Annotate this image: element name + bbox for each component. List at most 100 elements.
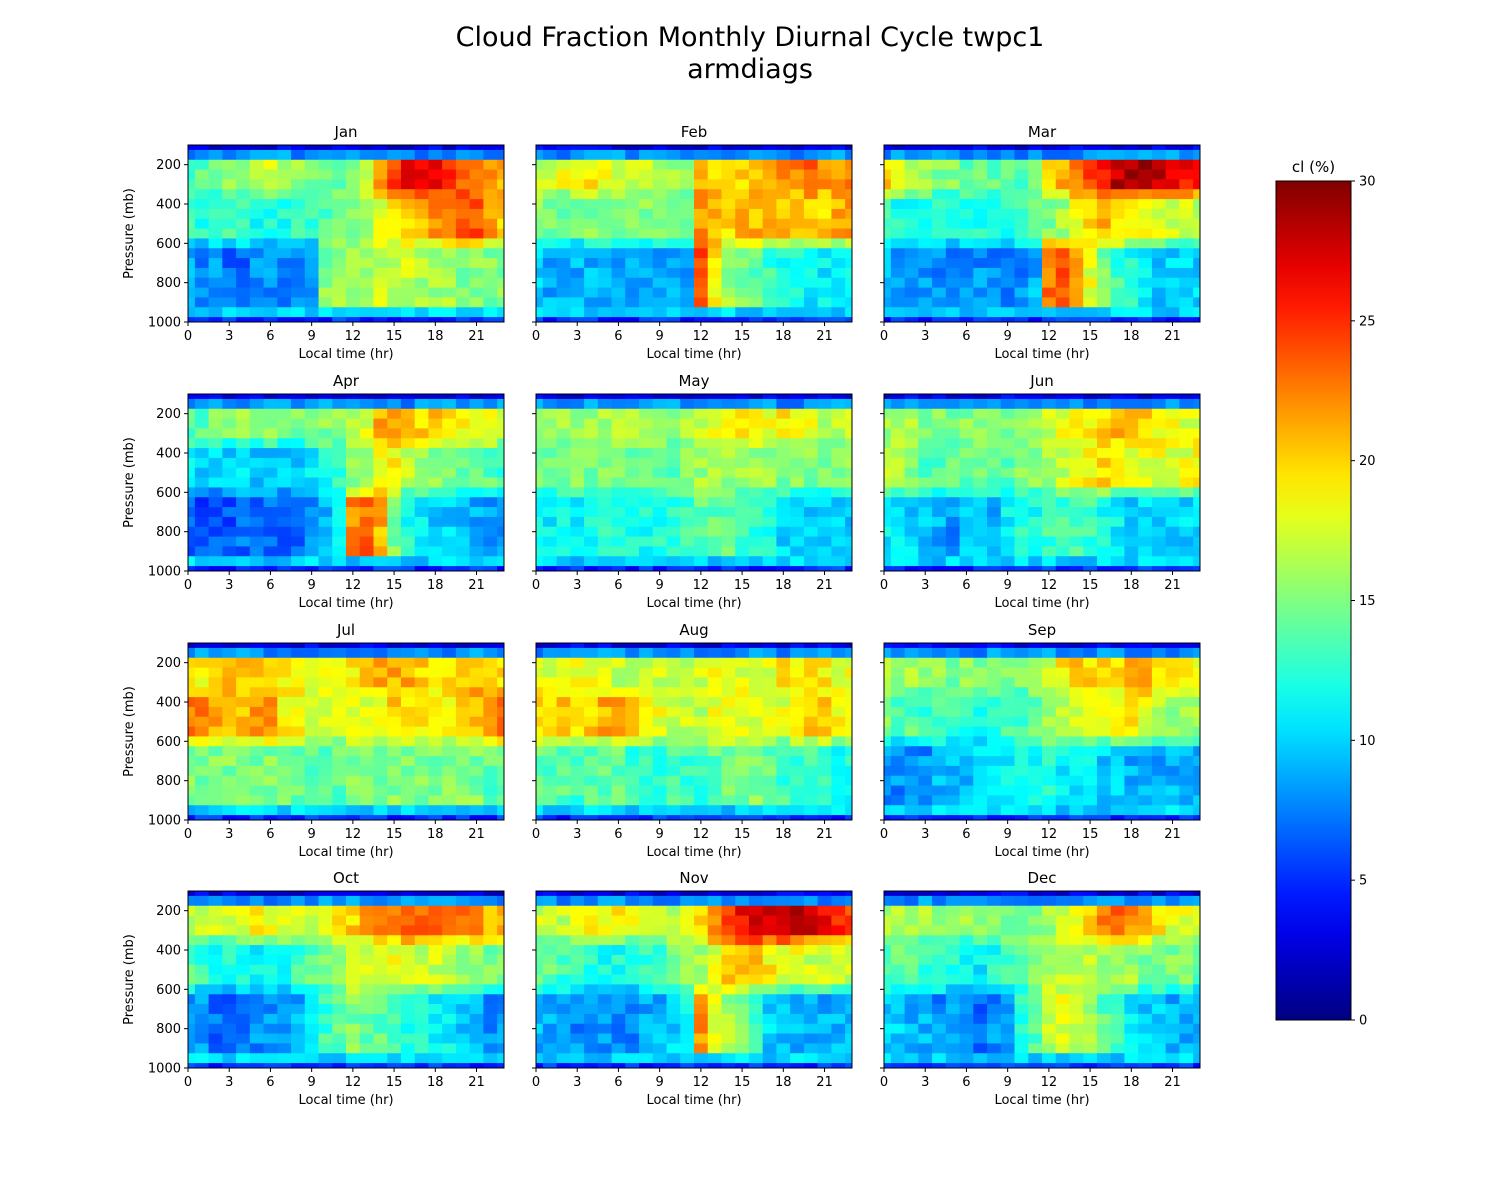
- heatmap-cell: [1028, 398, 1043, 410]
- heatmap-cell: [556, 317, 571, 322]
- heatmap-cell: [1179, 408, 1194, 420]
- heatmap-cell: [373, 945, 388, 956]
- heatmap-cell: [455, 687, 471, 698]
- heatmap-cell: [304, 149, 320, 161]
- heatmap-cell: [1083, 394, 1098, 400]
- heatmap-cell: [1165, 756, 1180, 767]
- heatmap-cell: [277, 915, 292, 927]
- heatmap-cell: [332, 667, 347, 679]
- heatmap-cell: [536, 1063, 544, 1068]
- heatmap-cell: [890, 697, 906, 708]
- heatmap-cell: [318, 267, 333, 279]
- heatmap-cell: [570, 169, 585, 181]
- heatmap-cell: [597, 428, 613, 439]
- y-tick-label: 400: [156, 447, 181, 462]
- heatmap-cell: [556, 1043, 571, 1054]
- heatmap-cell: [1083, 795, 1098, 806]
- x-tick-label: 9: [656, 329, 664, 344]
- heatmap-cell: [249, 238, 265, 249]
- heatmap-cell: [680, 297, 695, 308]
- heatmap-cell: [1096, 815, 1112, 820]
- heatmap-cell: [639, 556, 654, 567]
- heatmap-cell: [1193, 805, 1200, 816]
- heatmap-cell: [932, 297, 947, 308]
- heatmap-cell: [483, 149, 498, 161]
- heatmap-cell: [263, 149, 278, 161]
- heatmap-cell: [1069, 179, 1084, 190]
- heatmap-cell: [442, 267, 457, 279]
- heatmap-cell: [1096, 526, 1112, 538]
- heatmap-cell: [536, 258, 544, 269]
- heatmap-cell: [1096, 428, 1112, 439]
- heatmap-cell: [428, 398, 443, 410]
- heatmap-cell: [536, 218, 544, 230]
- heatmap-cell: [1096, 546, 1112, 557]
- heatmap-cell: [959, 277, 974, 289]
- heatmap-cell: [1083, 546, 1098, 557]
- heatmap-cell: [497, 647, 504, 659]
- heatmap-cell: [776, 497, 791, 508]
- heatmap-cell: [1179, 795, 1194, 806]
- heatmap-cell: [346, 307, 361, 318]
- heatmap-cell: [318, 964, 333, 976]
- heatmap-cell: [918, 746, 933, 757]
- heatmap-cell: [803, 536, 819, 548]
- heatmap-cell: [1096, 297, 1112, 308]
- heatmap-cell: [400, 994, 416, 1005]
- heatmap-cell: [208, 795, 223, 806]
- heatmap-cells: [536, 394, 852, 571]
- heatmap-cell: [373, 716, 388, 728]
- heatmap-cell: [959, 228, 974, 240]
- heatmap-cell: [1000, 267, 1016, 279]
- heatmap-cell: [277, 566, 292, 571]
- heatmap-cell: [236, 218, 251, 230]
- heatmap-cell: [236, 1063, 251, 1068]
- heatmap-cell: [1179, 815, 1194, 820]
- heatmap-cell: [707, 238, 723, 249]
- heatmap-cell: [442, 935, 457, 946]
- heatmap-cell: [536, 657, 544, 669]
- heatmap-cell: [1042, 287, 1057, 299]
- heatmap-cell: [1193, 507, 1200, 518]
- heatmap-cell: [1069, 218, 1084, 230]
- heatmap-cell: [1165, 677, 1180, 688]
- heatmap-cell: [570, 448, 585, 459]
- heatmap-cell: [455, 448, 471, 459]
- heatmap-cell: [652, 756, 668, 767]
- x-axis-label: Local time (hr): [298, 347, 393, 362]
- heatmap-cell: [1179, 149, 1194, 161]
- heatmap-cell: [249, 556, 265, 567]
- heatmap-cell: [359, 1043, 375, 1054]
- panel-title: Oct: [333, 869, 359, 887]
- heatmap-cell: [904, 169, 919, 181]
- heatmap-cell: [1124, 394, 1139, 400]
- heatmap-cell: [414, 905, 430, 917]
- heatmap-cell: [1193, 716, 1200, 728]
- x-tick-label: 12: [1041, 578, 1058, 593]
- heatmap-cell: [359, 169, 375, 181]
- heatmap-cell: [332, 169, 347, 181]
- heatmap-cell: [1083, 706, 1098, 718]
- heatmap-cell: [694, 317, 709, 322]
- heatmap-cell: [414, 307, 430, 318]
- heatmap-cell: [959, 746, 974, 757]
- heatmap-cell: [332, 317, 347, 322]
- heatmap-cell: [639, 428, 654, 439]
- heatmap-cell: [625, 1033, 640, 1045]
- heatmap-cell: [904, 643, 919, 649]
- heatmap-cell: [1110, 815, 1126, 820]
- heatmap-cell: [208, 1043, 223, 1054]
- heatmap-cell: [776, 149, 791, 161]
- heatmap-cell: [1151, 267, 1167, 279]
- heatmap-cell: [945, 716, 961, 728]
- heatmap-cell: [373, 408, 388, 420]
- heatmap-cell: [1138, 228, 1153, 240]
- heatmap-cell: [188, 915, 196, 927]
- y-tick-label: 400: [156, 696, 181, 711]
- heatmap-cell: [570, 307, 585, 318]
- heatmap-cell: [918, 145, 933, 151]
- y-axis-label: Pressure (mb): [122, 934, 137, 1025]
- heatmap-cell: [570, 149, 585, 161]
- heatmap-cell: [332, 775, 347, 787]
- heatmap-cell: [1110, 457, 1126, 469]
